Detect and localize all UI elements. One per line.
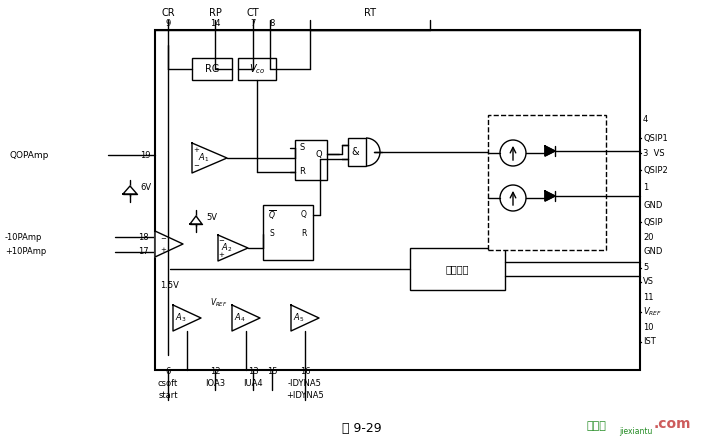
Polygon shape: [545, 146, 555, 156]
Polygon shape: [155, 231, 183, 257]
Text: &: &: [351, 147, 359, 157]
Text: 19: 19: [140, 150, 151, 160]
Text: $A_2$: $A_2$: [222, 242, 232, 254]
Text: $\overline{Q}$: $\overline{Q}$: [268, 209, 276, 221]
Text: 13: 13: [248, 367, 258, 377]
Text: +: +: [160, 247, 166, 253]
Text: Q: Q: [301, 210, 307, 220]
Text: 5: 5: [643, 264, 648, 273]
Text: 7: 7: [251, 19, 256, 27]
Bar: [295, 140, 327, 180]
Bar: [488, 115, 606, 250]
Text: IOA3: IOA3: [205, 380, 225, 389]
Text: S: S: [269, 229, 274, 239]
Text: −: −: [160, 236, 166, 242]
Text: −: −: [193, 163, 199, 169]
Text: 14: 14: [210, 19, 220, 27]
Bar: [192, 58, 232, 80]
Text: QSIP1: QSIP1: [643, 134, 668, 142]
Text: 接线图: 接线图: [586, 421, 606, 431]
Text: −: −: [218, 238, 224, 244]
Text: start: start: [159, 390, 178, 400]
Text: VS: VS: [643, 277, 654, 287]
Text: +: +: [218, 252, 224, 258]
Text: IST: IST: [643, 337, 656, 347]
Text: $A_5$: $A_5$: [293, 312, 305, 324]
Text: QOPAmp: QOPAmp: [10, 150, 49, 160]
Text: GND: GND: [643, 247, 662, 257]
Text: $A_3$: $A_3$: [175, 312, 187, 324]
Text: 4: 4: [643, 116, 648, 124]
Text: 3  VS: 3 VS: [643, 149, 665, 157]
Text: QSIP: QSIP: [643, 217, 662, 227]
Text: +: +: [193, 147, 199, 153]
Text: R: R: [301, 229, 307, 239]
Polygon shape: [192, 143, 227, 173]
Text: GND: GND: [643, 201, 662, 209]
Bar: [410, 248, 505, 290]
Text: .com: .com: [653, 417, 691, 431]
Text: +10PAmp: +10PAmp: [5, 247, 46, 257]
Text: CT: CT: [247, 8, 259, 18]
Text: 5V: 5V: [206, 213, 217, 223]
Bar: [155, 30, 640, 370]
Polygon shape: [218, 235, 248, 261]
Text: 10: 10: [643, 324, 654, 333]
Text: $V_{REF}$: $V_{REF}$: [210, 297, 228, 309]
Text: csoft: csoft: [158, 380, 178, 389]
Text: 15: 15: [266, 367, 277, 377]
Text: -IDYNA5: -IDYNA5: [288, 380, 322, 389]
Text: RP: RP: [209, 8, 222, 18]
Text: 1.5V: 1.5V: [161, 280, 180, 289]
Text: RT: RT: [364, 8, 376, 18]
Text: 6V: 6V: [140, 183, 151, 193]
Bar: [238, 58, 276, 80]
Text: 内部电源: 内部电源: [445, 264, 468, 274]
Text: 图 9-29: 图 9-29: [342, 422, 382, 434]
Bar: [348, 138, 366, 166]
Polygon shape: [123, 186, 137, 194]
Polygon shape: [545, 191, 555, 201]
Text: $V_{REF}$: $V_{REF}$: [643, 306, 662, 318]
Text: -10PAmp: -10PAmp: [5, 232, 43, 242]
Polygon shape: [173, 305, 201, 331]
Text: 16: 16: [300, 367, 311, 377]
Text: $V_{co}$: $V_{co}$: [249, 62, 265, 76]
Text: R: R: [299, 168, 305, 176]
Text: 6: 6: [165, 367, 171, 377]
Text: 18: 18: [138, 232, 148, 242]
Text: RG: RG: [205, 64, 219, 74]
Text: $A_4$: $A_4$: [234, 312, 246, 324]
Text: S: S: [300, 143, 305, 153]
Text: jiexiantu: jiexiantu: [619, 427, 653, 437]
Polygon shape: [291, 305, 319, 331]
Text: 17: 17: [138, 247, 148, 257]
Text: CR: CR: [161, 8, 174, 18]
Text: 20: 20: [643, 233, 654, 243]
Polygon shape: [232, 305, 260, 331]
Bar: [263, 205, 313, 260]
Text: Q: Q: [316, 149, 322, 158]
Text: 11: 11: [643, 294, 654, 303]
Polygon shape: [190, 216, 202, 224]
Text: 8: 8: [269, 19, 274, 27]
Text: 1: 1: [643, 183, 648, 193]
Text: 9: 9: [165, 19, 171, 27]
Text: 12: 12: [210, 367, 220, 377]
Text: +IDYNA5: +IDYNA5: [286, 390, 324, 400]
Text: QSIP2: QSIP2: [643, 165, 668, 175]
Text: $A_1$: $A_1$: [198, 152, 210, 164]
Text: IUA4: IUA4: [243, 380, 263, 389]
